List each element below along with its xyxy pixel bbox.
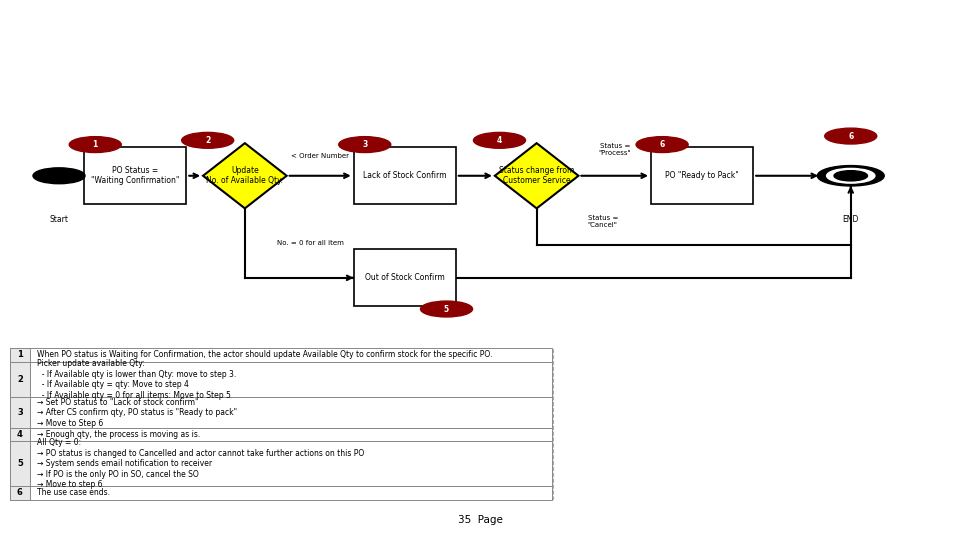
- Text: 35  Page: 35 Page: [458, 515, 502, 525]
- Text: 4: 4: [17, 430, 23, 439]
- Text: Status =
"Process": Status = "Process": [598, 143, 631, 156]
- Text: Update
No. of Available Qty.: Update No. of Available Qty.: [206, 166, 283, 185]
- Text: 1: 1: [92, 140, 98, 149]
- FancyBboxPatch shape: [10, 362, 30, 397]
- Text: Start: Start: [50, 215, 68, 225]
- Text: → Enough qty, the process is moving as is.: → Enough qty, the process is moving as i…: [36, 430, 200, 439]
- Text: PO "Ready to Pack": PO "Ready to Pack": [665, 171, 739, 180]
- FancyBboxPatch shape: [353, 249, 456, 306]
- Circle shape: [339, 137, 391, 152]
- Text: 5: 5: [17, 459, 23, 468]
- FancyBboxPatch shape: [10, 348, 30, 362]
- Text: PO Status =
"Waiting Confirmation": PO Status = "Waiting Confirmation": [91, 166, 180, 185]
- FancyBboxPatch shape: [10, 348, 552, 362]
- FancyBboxPatch shape: [10, 428, 30, 441]
- Circle shape: [473, 132, 525, 149]
- Text: Adjust Order _ Manage Lack of Stock Diagram - View of Picker 1 Start: Adjust Order _ Manage Lack of Stock Diag…: [8, 10, 322, 19]
- FancyBboxPatch shape: [84, 147, 186, 204]
- Text: 2: 2: [205, 136, 210, 145]
- Polygon shape: [494, 143, 579, 208]
- Text: 2: 2: [17, 375, 23, 384]
- FancyBboxPatch shape: [651, 147, 754, 204]
- Text: 6: 6: [17, 488, 23, 497]
- FancyBboxPatch shape: [10, 486, 552, 500]
- Text: 5: 5: [444, 305, 449, 314]
- Polygon shape: [204, 143, 287, 208]
- FancyBboxPatch shape: [10, 397, 30, 428]
- Circle shape: [69, 137, 121, 152]
- FancyBboxPatch shape: [10, 441, 552, 486]
- Text: Status change from
Customer Service: Status change from Customer Service: [499, 166, 574, 185]
- Text: All Qty = 0:
→ PO status is changed to Cancelled and actor cannot take further a: All Qty = 0: → PO status is changed to C…: [36, 438, 364, 489]
- Text: The use case ends.: The use case ends.: [36, 488, 109, 497]
- Text: → Set PO status to "Lack of stock confirm"
→ After CS confirm qty, PO status is : → Set PO status to "Lack of stock confir…: [36, 398, 237, 428]
- Circle shape: [827, 168, 875, 183]
- Text: Lack of Stock Confirm: Lack of Stock Confirm: [363, 171, 446, 180]
- Circle shape: [636, 137, 688, 152]
- Circle shape: [33, 168, 85, 184]
- Text: View of Picker: View of Picker: [442, 39, 518, 49]
- Text: END: END: [843, 215, 859, 225]
- Circle shape: [181, 132, 233, 149]
- Circle shape: [420, 301, 472, 317]
- Text: Out of Stock Confirm: Out of Stock Confirm: [365, 273, 444, 282]
- Text: Status =
"Cancel": Status = "Cancel": [588, 214, 618, 228]
- FancyBboxPatch shape: [10, 428, 552, 441]
- FancyBboxPatch shape: [10, 486, 30, 500]
- FancyBboxPatch shape: [10, 397, 552, 428]
- Text: 3: 3: [17, 408, 23, 417]
- Circle shape: [834, 171, 868, 181]
- Text: No. = 0 for all item: No. = 0 for all item: [277, 240, 345, 246]
- Circle shape: [825, 128, 876, 144]
- Text: Picker update available Qty:
  - If Available qty is lower than Qty: move to ste: Picker update available Qty: - If Availa…: [36, 360, 236, 400]
- Text: When PO status is Waiting for Confirmation, the actor should update Available Qt: When PO status is Waiting for Confirmati…: [36, 350, 492, 360]
- Text: 3: 3: [362, 140, 368, 149]
- FancyBboxPatch shape: [10, 441, 30, 486]
- FancyBboxPatch shape: [10, 362, 552, 397]
- Text: < Order Number: < Order Number: [291, 153, 349, 159]
- Text: 6: 6: [848, 132, 853, 140]
- Text: 6: 6: [660, 140, 664, 149]
- Text: 4: 4: [497, 136, 502, 145]
- Circle shape: [817, 166, 884, 186]
- FancyBboxPatch shape: [353, 147, 456, 204]
- Text: 1: 1: [17, 350, 23, 360]
